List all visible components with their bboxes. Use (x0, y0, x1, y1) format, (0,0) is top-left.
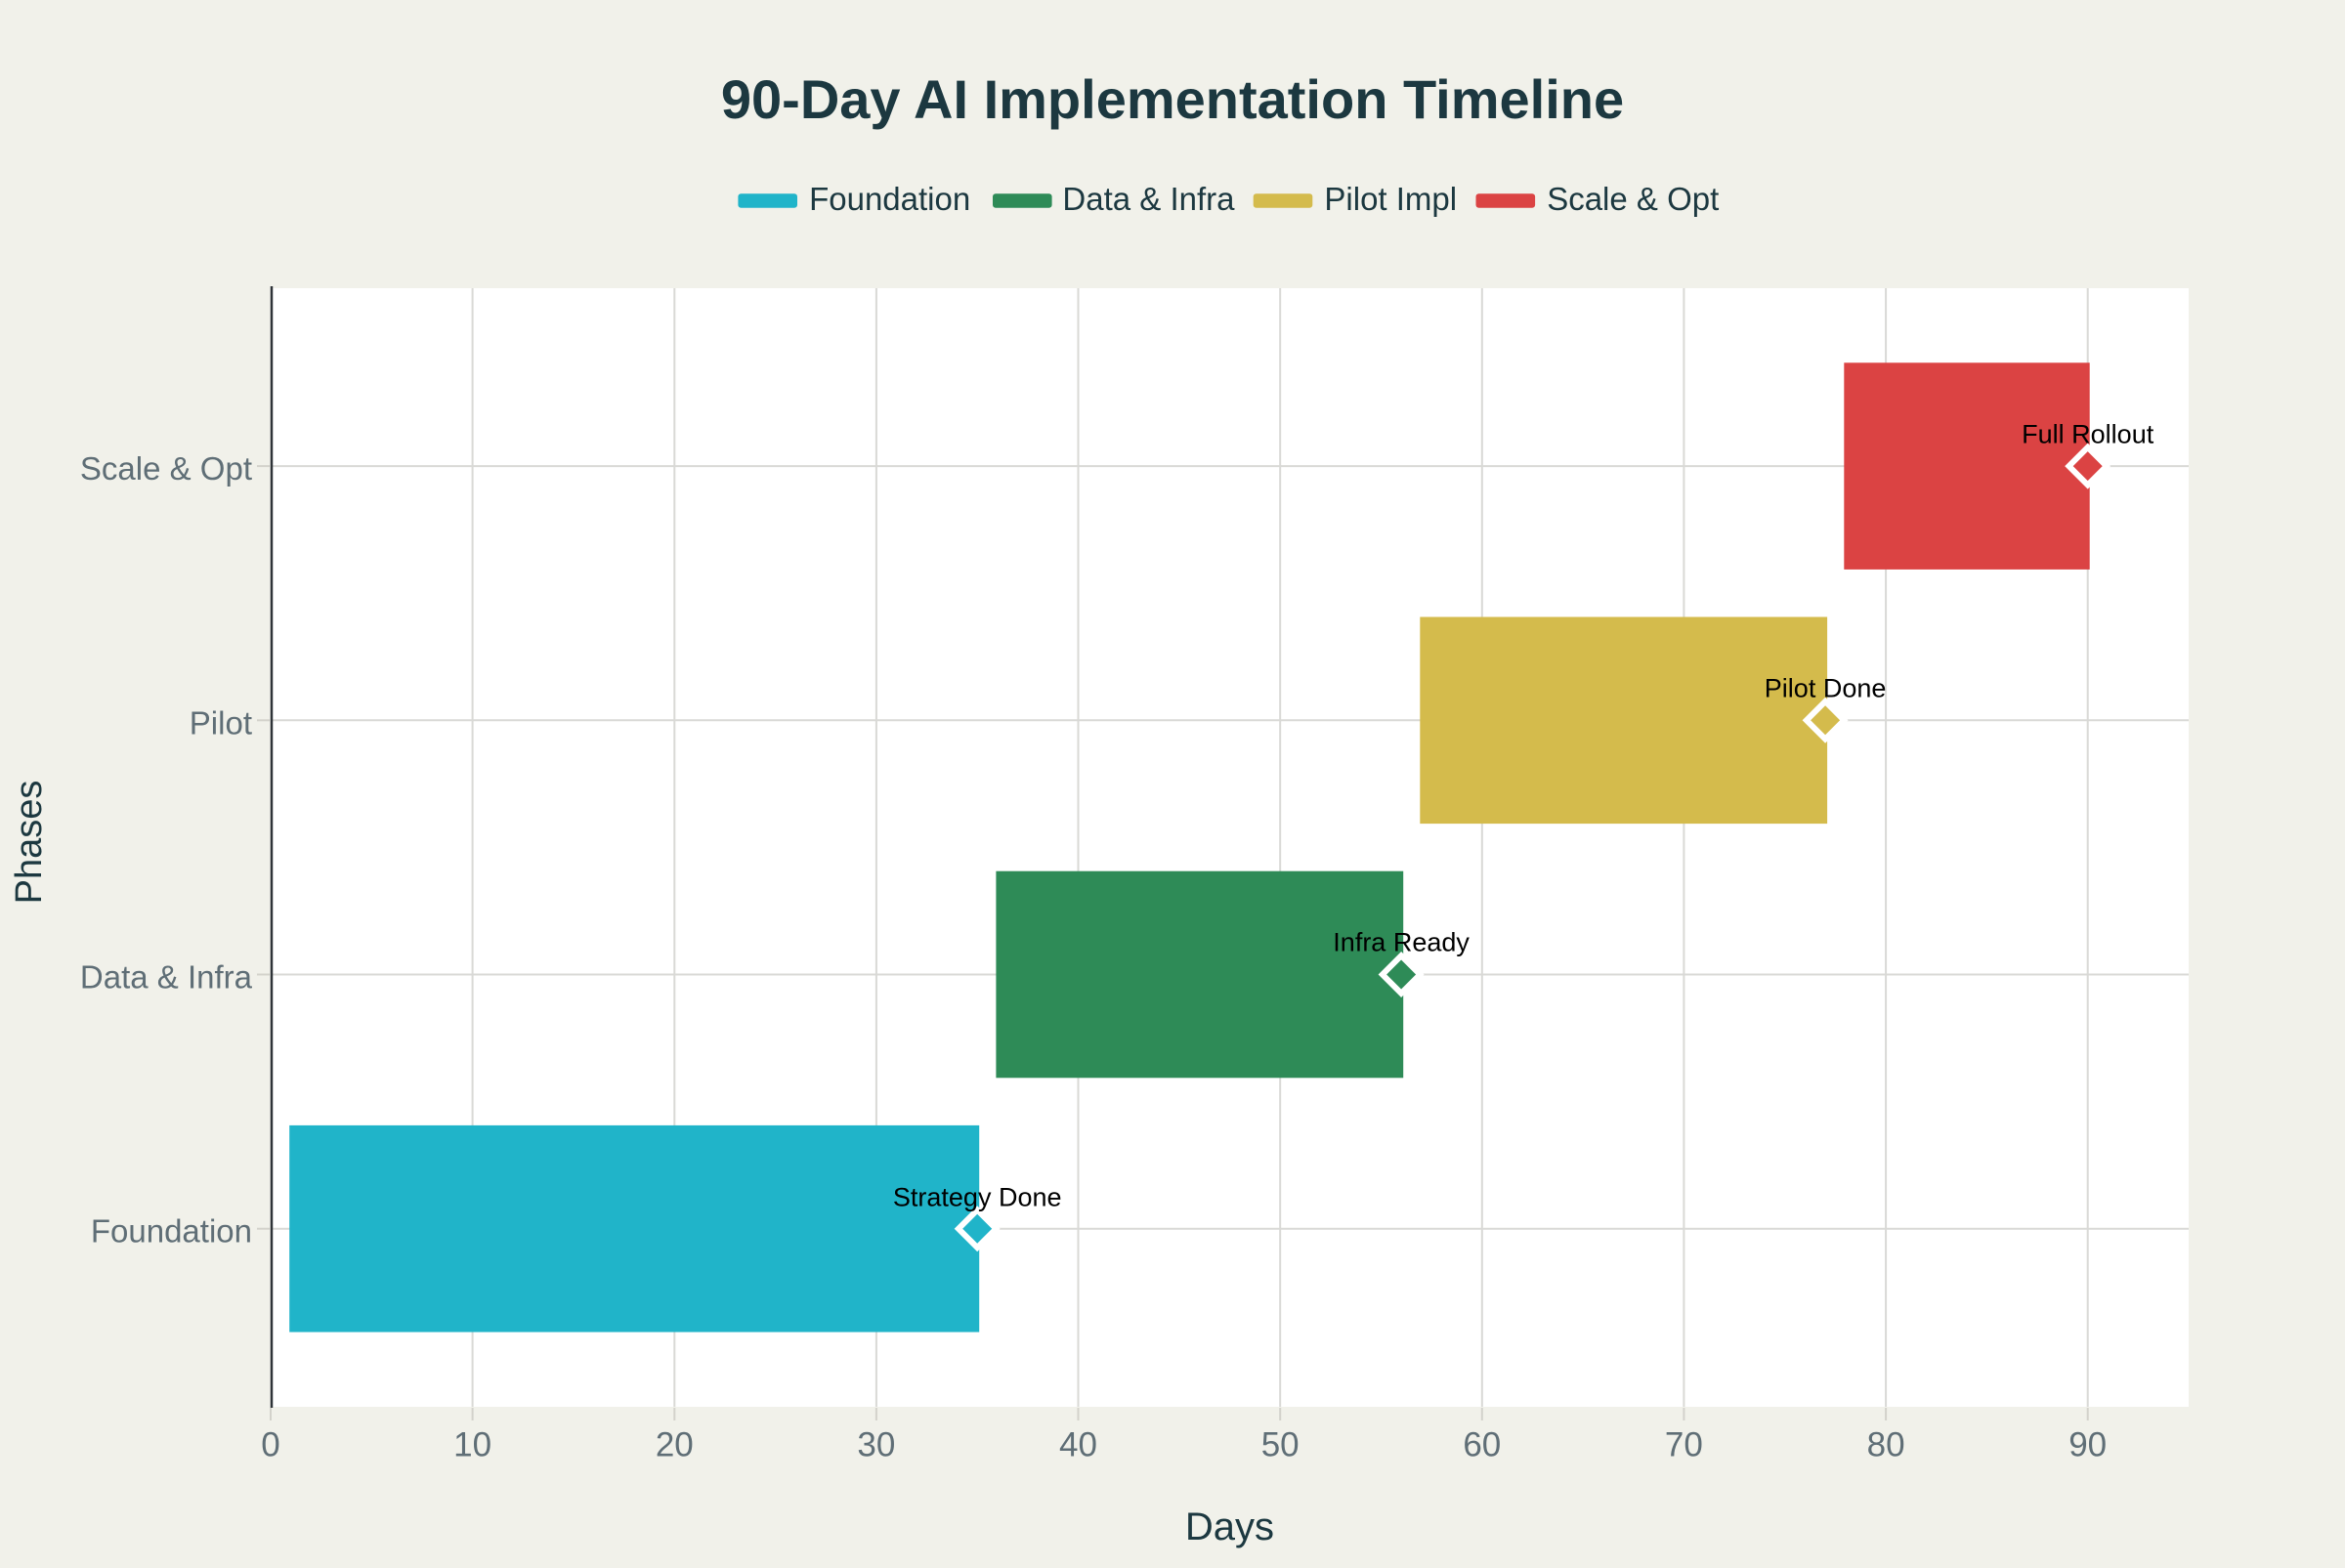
svg-text:10: 10 (453, 1426, 491, 1464)
svg-text:Infra Ready: Infra Ready (1333, 928, 1470, 957)
svg-text:Pilot Done: Pilot Done (1765, 674, 1887, 703)
svg-text:Phases: Phases (9, 781, 50, 905)
svg-text:30: 30 (857, 1426, 895, 1464)
svg-text:Days: Days (1185, 1505, 1274, 1548)
svg-text:Strategy Done: Strategy Done (893, 1183, 1062, 1212)
svg-text:90: 90 (2068, 1426, 2107, 1464)
svg-text:Foundation: Foundation (91, 1213, 252, 1250)
svg-text:Data & Infra: Data & Infra (80, 959, 253, 996)
svg-text:20: 20 (656, 1426, 694, 1464)
svg-text:Scale & Opt: Scale & Opt (1547, 181, 1719, 217)
svg-text:50: 50 (1261, 1426, 1300, 1464)
svg-text:70: 70 (1665, 1426, 1703, 1464)
svg-text:Foundation: Foundation (809, 181, 970, 217)
svg-text:Scale & Opt: Scale & Opt (80, 450, 252, 487)
svg-text:40: 40 (1059, 1426, 1097, 1464)
svg-text:Data & Infra: Data & Infra (1062, 181, 1235, 217)
svg-text:Pilot: Pilot (190, 704, 252, 741)
svg-text:60: 60 (1463, 1426, 1501, 1464)
svg-text:90-Day AI Implementation Timel: 90-Day AI Implementation Timeline (721, 68, 1624, 130)
svg-text:Pilot Impl: Pilot Impl (1324, 181, 1457, 217)
svg-text:0: 0 (261, 1426, 279, 1464)
svg-text:Full Rollout: Full Rollout (2022, 419, 2154, 448)
svg-text:80: 80 (1867, 1426, 1905, 1464)
